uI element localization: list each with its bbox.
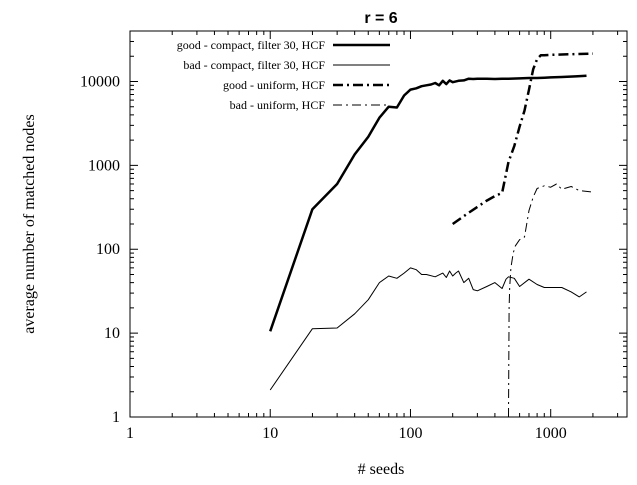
x-tick-label-1: 1 — [126, 425, 134, 442]
y-tick-label-10: 10 — [104, 325, 120, 342]
series-lines — [269, 52, 593, 418]
y-tick-label-1: 1 — [112, 409, 120, 426]
legend-label-bad-uniform-hcf: bad - uniform, HCF — [230, 98, 326, 112]
y-tick-label-100: 100 — [96, 241, 120, 258]
x-axis-title: # seeds — [358, 461, 405, 478]
series-line-bad-compact-filter-30-hcf — [269, 267, 587, 391]
plot-frame — [129, 30, 628, 418]
legend-label-bad-compact-filter-30-hcf: bad - compact, filter 30, HCF — [183, 58, 325, 72]
x-tick-label-1000: 1000 — [535, 425, 567, 442]
legend: good - compact, filter 30, HCF bad - comp… — [177, 38, 390, 112]
y-axis-title: average number of matched nodes — [21, 114, 38, 333]
axis-tick-labels: 1 10 100 1000 1 10 100 1000 10000 — [80, 73, 567, 442]
x-tick-label-10: 10 — [262, 425, 278, 442]
chart-title: r = 6 — [364, 10, 397, 27]
series-line-bad-uniform-hcf — [508, 183, 593, 418]
series-line-good-compact-filter-30-hcf — [269, 74, 587, 332]
axis-ticks — [129, 30, 627, 418]
legend-label-good-compact-filter-30-hcf: good - compact, filter 30, HCF — [177, 38, 326, 52]
y-tick-label-1000: 1000 — [88, 157, 120, 174]
legend-label-good-uniform-hcf: good - uniform, HCF — [223, 78, 325, 92]
x-tick-label-100: 100 — [398, 425, 422, 442]
y-tick-label-10000: 10000 — [80, 73, 120, 90]
series-line-good-uniform-hcf — [451, 52, 593, 226]
